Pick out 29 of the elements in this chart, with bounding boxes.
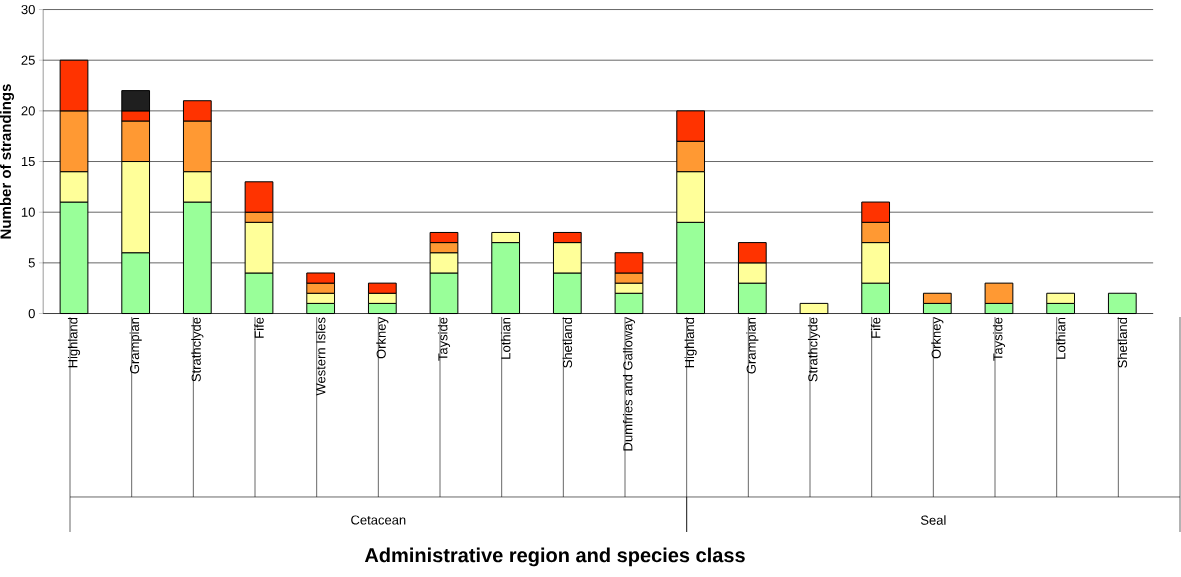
text: Seal: [920, 515, 946, 525]
x-tick-label: Western Isles: [315, 317, 326, 396]
x-tick-label: Grampian: [129, 317, 142, 374]
y-tick-label: 5: [28, 258, 35, 268]
text: Cetacean: [351, 515, 406, 525]
x-tick-label: Lothian: [1055, 317, 1066, 359]
y-tick-label: 30: [21, 4, 35, 15]
x-tick-label: Highland: [684, 317, 697, 368]
x-tick-label: Orkney: [931, 317, 944, 359]
x-tick-label: Fife: [870, 317, 881, 338]
x-tick-label: Shetland: [562, 317, 573, 368]
y-tick-label: 25: [21, 55, 35, 65]
x-axis-title: Administrative region and species class: [364, 547, 745, 567]
y-axis-title: Number of strandings: [0, 84, 15, 239]
x-tick-label: Fife: [254, 317, 264, 338]
x-tick-label: Dumfries and Galloway: [622, 317, 636, 451]
y-tick-label: 15: [21, 157, 35, 167]
x-tick-label: Tayside: [992, 317, 1006, 361]
x-tick-label: Strathclyde: [807, 317, 821, 382]
x-tick-label: Lothian: [500, 317, 511, 359]
x-tick-label: Tayside: [437, 317, 451, 361]
y-tick-label: 0: [28, 308, 35, 319]
y-tick-label: 20: [21, 106, 35, 116]
x-tick-label: Grampian: [746, 317, 759, 374]
x-tick-label: Shetland: [1117, 317, 1128, 368]
x-tick-label: Highland: [67, 317, 81, 368]
y-tick-label: 10: [21, 207, 35, 217]
x-tick-label: Orkney: [376, 317, 389, 359]
x-tick-label: Strathclyde: [191, 317, 204, 382]
